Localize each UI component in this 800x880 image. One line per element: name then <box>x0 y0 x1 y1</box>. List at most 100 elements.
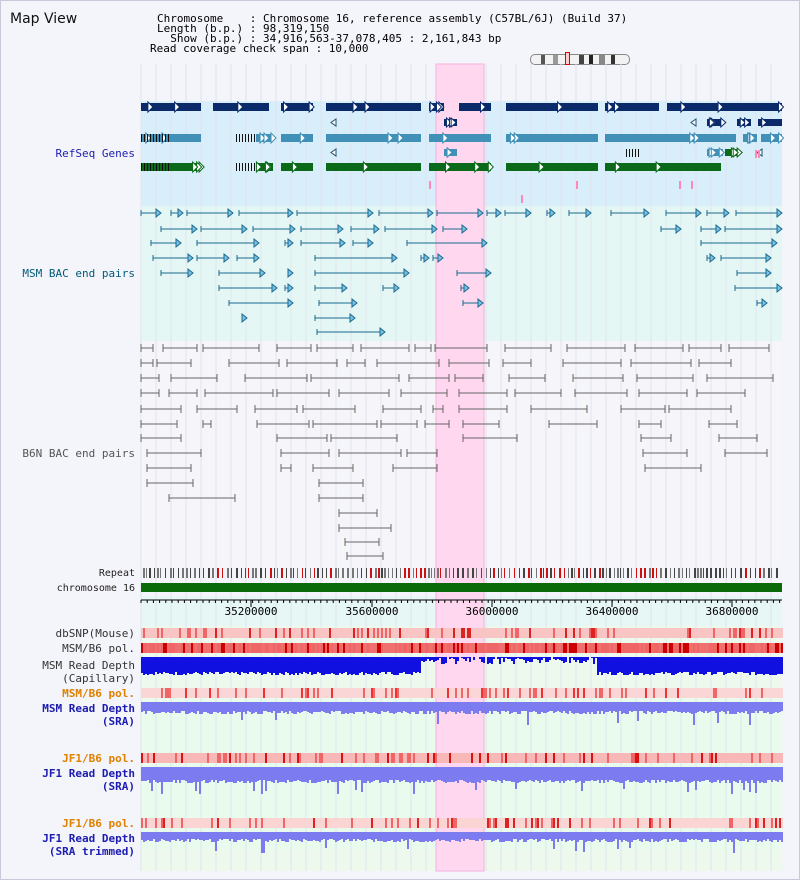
jf1-depth-trimmed-bar <box>717 832 719 840</box>
jf1-b6-pol-cell <box>235 753 237 763</box>
dbsnp-cell <box>285 628 287 638</box>
msm-depth-sra-bar <box>211 702 213 714</box>
msm-depth-sra-bar <box>367 702 369 712</box>
jf1-depth-trimmed-bar <box>261 832 263 853</box>
jf1-depth-trimmed-bar <box>549 832 551 839</box>
dbsnp-cell <box>495 628 497 638</box>
jf1-depth-sra-bar <box>709 767 711 782</box>
jf1-depth-trimmed-bar <box>433 832 435 841</box>
jf1-b6-pol-cell <box>243 753 245 763</box>
msm-b6-pol-sra-cell <box>729 688 731 698</box>
msm-depth-capillary-bar <box>429 657 431 661</box>
jf1-depth-sra-bar <box>331 767 333 782</box>
jf1-b6-pol-cell <box>629 753 631 763</box>
msm-depth-sra-bar <box>141 702 143 712</box>
msm-b6-pol-cell <box>647 643 649 653</box>
msm-b6-pol-sra-cell <box>597 688 599 698</box>
msm-depth-sra-bar <box>533 702 535 711</box>
msm-b6-pol-sra-cell <box>573 688 575 698</box>
axis-tick-label: 35600000 <box>346 605 399 618</box>
msm-depth-sra-bar <box>501 702 503 711</box>
msm-depth-sra-bar <box>221 702 223 714</box>
jf1-b6-pol-trimmed-cell <box>473 818 475 828</box>
dbsnp-cell <box>237 628 239 638</box>
msm-b6-pol-cell <box>705 643 707 653</box>
msm-b6-pol-cell <box>225 643 227 653</box>
jf1-b6-pol-trimmed-cell <box>167 818 169 828</box>
jf1-b6-pol-cell <box>677 753 679 763</box>
jf1-depth-trimmed-bar <box>535 832 537 839</box>
jf1-b6-pol-trimmed-cell <box>229 818 231 828</box>
dbsnp-cell <box>441 628 443 638</box>
jf1-b6-pol-trimmed-cell <box>185 818 187 828</box>
msm-b6-pol-sra-cell <box>577 688 579 698</box>
jf1-depth-sra-bar <box>653 767 655 780</box>
msm-b6-pol-sra-cell <box>207 688 209 698</box>
msm-b6-pol-sra-cell <box>313 688 315 698</box>
repeat-element <box>445 568 447 578</box>
jf1-depth-sra-bar <box>207 767 209 783</box>
msm-b6-pol-cell <box>353 643 355 653</box>
jf1-b6-pol-trimmed-cell <box>383 818 385 828</box>
repeat-element <box>509 568 510 578</box>
repeat-element <box>623 568 624 578</box>
dbsnp-cell <box>455 628 457 638</box>
jf1-b6-pol-trimmed-cell <box>575 818 577 828</box>
jf1-depth-trimmed-bar <box>273 832 275 840</box>
dbsnp-cell <box>751 628 753 638</box>
msm-b6-pol-sra-cell <box>743 688 745 698</box>
msm-b6-pol-sra-cell <box>705 688 707 698</box>
repeat-element <box>396 568 397 578</box>
jf1-b6-pol-trimmed-cell <box>267 818 269 828</box>
msm-depth-capillary-bar <box>371 657 373 675</box>
dbsnp-cell <box>589 628 591 638</box>
jf1-b6-pol-cell <box>191 753 193 763</box>
repeat-element <box>366 568 367 578</box>
msm-bac-arrow <box>287 237 294 249</box>
msm-b6-pol-sra-cell <box>571 688 573 698</box>
dbsnp-cell <box>331 628 333 638</box>
jf1-depth-sra-bar <box>483 767 485 781</box>
msm-depth-capillary-bar <box>289 657 291 675</box>
msm-b6-pol-sra-cell <box>153 688 155 698</box>
msm-b6-pol-sra-cell <box>779 688 781 698</box>
dbsnp-cell <box>529 628 531 638</box>
msm-depth-capillary-bar <box>411 657 413 675</box>
jf1-depth-sra-bar <box>153 767 155 780</box>
msm-b6-pol-sra-cell <box>679 688 681 698</box>
jf1-b6-pol-trimmed-cell <box>633 818 635 828</box>
jf1-depth-sra-bar <box>707 767 709 780</box>
jf1-depth-trimmed-bar <box>353 832 355 839</box>
jf1-depth-sra-bar <box>491 767 493 781</box>
msm-b6-pol-cell <box>377 643 379 653</box>
dbsnp-cell <box>521 628 523 638</box>
msm-depth-capillary-bar <box>399 657 401 673</box>
msm-b6-pol-sra-cell <box>315 688 317 698</box>
msm-b6-pol-cell <box>425 643 427 653</box>
jf1-depth-sra-bar <box>547 767 549 781</box>
dbsnp-cell <box>625 628 627 638</box>
jf1-b6-pol-trimmed-cell <box>155 818 157 828</box>
msm-depth-sra-bar <box>747 702 749 714</box>
msm-depth-sra-bar <box>461 702 463 711</box>
jf1-depth-sra-bar <box>359 767 361 780</box>
msm-b6-pol-sra-cell <box>263 688 265 698</box>
dbsnp-cell <box>663 628 665 638</box>
msm-b6-pol-cell <box>687 643 689 653</box>
msm-b6-pol-cell <box>395 643 397 653</box>
msm-b6-pol-cell <box>351 643 353 653</box>
jf1-b6-pol-cell <box>155 753 157 763</box>
jf1-depth-trimmed-bar <box>205 832 207 840</box>
repeat-element <box>571 568 573 578</box>
jf1-b6-pol-trimmed-cell <box>691 818 693 828</box>
repeat-element <box>546 568 548 578</box>
jf1-b6-pol-trimmed-cell <box>335 818 337 828</box>
jf1-b6-pol-trimmed-cell <box>319 818 321 828</box>
dbsnp-cell <box>655 628 657 638</box>
msm-depth-capillary-bar <box>647 657 649 674</box>
jf1-depth-sra-bar <box>747 767 749 783</box>
repeat-element <box>636 568 637 578</box>
msm-depth-sra-bar <box>521 702 523 711</box>
msm-b6-pol-sra-cell <box>623 688 625 698</box>
